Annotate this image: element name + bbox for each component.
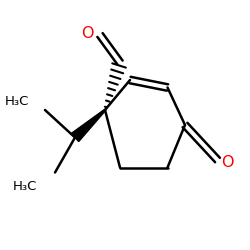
Text: O: O <box>81 26 94 41</box>
Text: H₃C: H₃C <box>12 180 37 193</box>
Text: H₃C: H₃C <box>5 95 29 108</box>
Text: O: O <box>221 155 234 170</box>
Polygon shape <box>71 110 106 142</box>
